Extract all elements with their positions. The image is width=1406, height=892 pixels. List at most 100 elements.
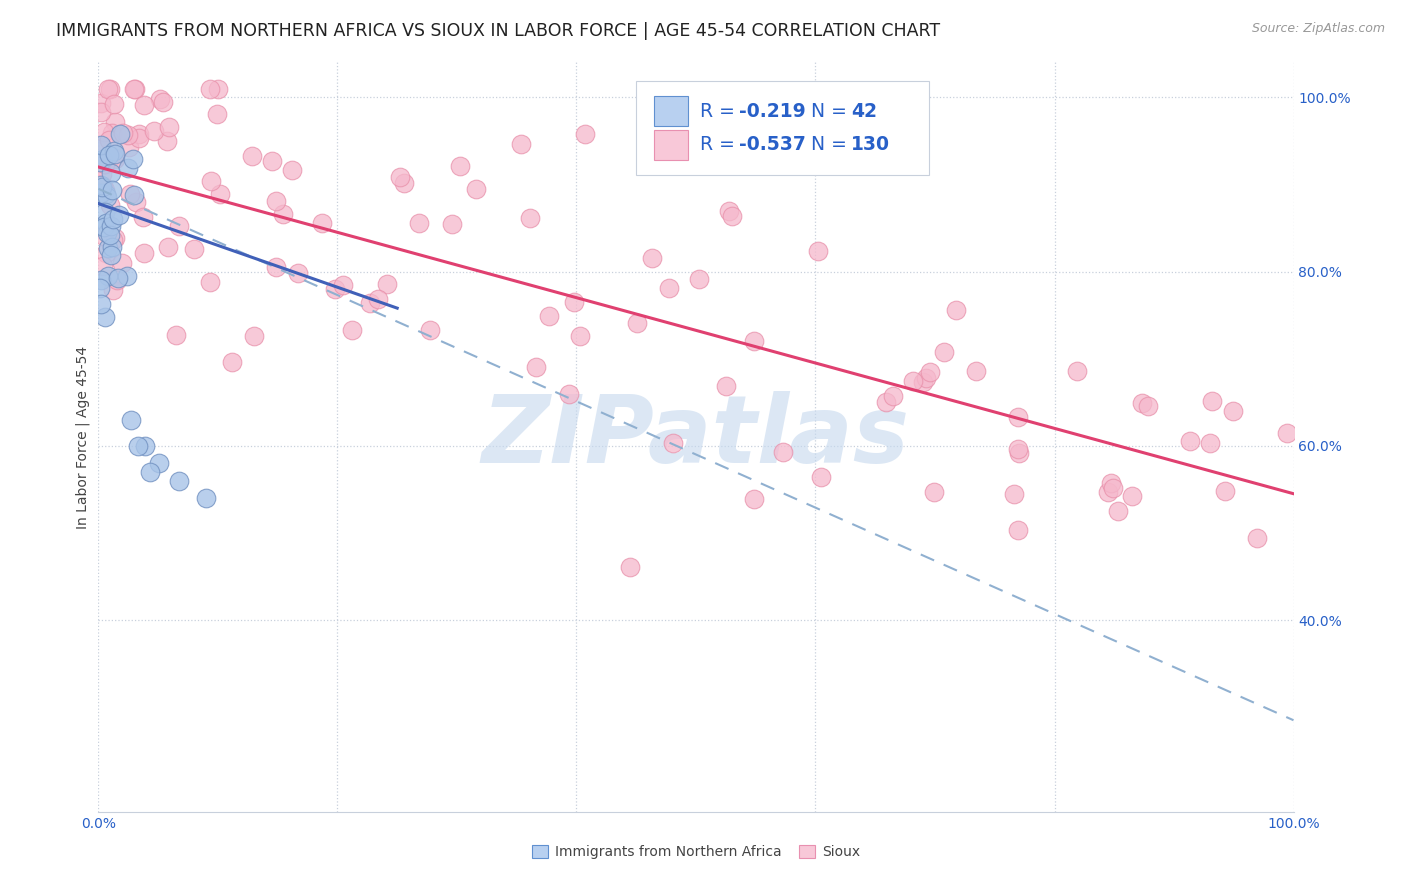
Y-axis label: In Labor Force | Age 45-54: In Labor Force | Age 45-54 xyxy=(76,345,90,529)
Point xyxy=(375,277,398,291)
Point xyxy=(1213,484,1236,499)
Point xyxy=(198,81,221,95)
Point xyxy=(117,140,139,154)
Point xyxy=(93,205,115,219)
Point xyxy=(262,153,284,168)
Point xyxy=(93,220,115,235)
Text: N =: N = xyxy=(811,136,852,154)
Point xyxy=(721,209,744,223)
Point xyxy=(91,167,114,181)
Point xyxy=(101,233,124,247)
Point xyxy=(128,127,150,141)
Point xyxy=(94,216,117,230)
Point xyxy=(1002,487,1025,501)
Point xyxy=(1066,364,1088,378)
Point xyxy=(194,491,217,505)
Point xyxy=(323,282,346,296)
Point xyxy=(408,216,430,230)
FancyBboxPatch shape xyxy=(654,130,688,160)
Point xyxy=(132,211,155,225)
Point xyxy=(100,166,122,180)
Point xyxy=(103,97,125,112)
Point xyxy=(875,395,897,409)
Point xyxy=(810,470,832,484)
Point xyxy=(97,132,120,146)
Point xyxy=(125,194,148,209)
Point xyxy=(128,130,150,145)
Point xyxy=(658,281,681,295)
Point xyxy=(107,208,129,222)
Point xyxy=(167,219,190,233)
Point xyxy=(104,231,127,245)
Point xyxy=(271,207,294,221)
Point xyxy=(221,355,243,369)
Point xyxy=(394,176,416,190)
Point xyxy=(207,81,229,95)
FancyBboxPatch shape xyxy=(637,81,929,175)
Point xyxy=(118,187,141,202)
Point xyxy=(558,387,581,401)
Point xyxy=(98,198,121,212)
Point xyxy=(641,251,664,265)
Point xyxy=(143,124,166,138)
Point xyxy=(149,92,172,106)
Point xyxy=(1121,489,1143,503)
Point xyxy=(90,273,112,287)
Point xyxy=(103,151,125,165)
Point xyxy=(510,137,533,152)
Text: ZIPatlas: ZIPatlas xyxy=(482,391,910,483)
Point xyxy=(562,294,585,309)
Text: N =: N = xyxy=(811,102,852,120)
Point xyxy=(332,278,354,293)
Point xyxy=(89,138,111,153)
Point xyxy=(1275,426,1298,441)
Point xyxy=(101,283,124,297)
Point xyxy=(200,275,222,289)
Point xyxy=(124,81,146,95)
Point xyxy=(281,163,304,178)
Point xyxy=(96,190,118,204)
Point xyxy=(1222,403,1244,417)
Point xyxy=(139,465,162,479)
Point xyxy=(101,212,124,227)
Point xyxy=(89,160,111,174)
Point xyxy=(465,182,488,196)
Text: R =: R = xyxy=(700,102,741,120)
Point xyxy=(93,124,115,138)
Point xyxy=(101,183,124,197)
Point xyxy=(101,240,124,254)
Point xyxy=(619,559,641,574)
Point xyxy=(264,260,287,275)
Point xyxy=(922,485,945,500)
Point xyxy=(742,334,765,348)
Point xyxy=(688,272,710,286)
Point xyxy=(1201,393,1223,408)
Point xyxy=(100,219,122,233)
Point xyxy=(134,439,156,453)
Text: -0.537: -0.537 xyxy=(740,136,806,154)
Point xyxy=(367,292,389,306)
Point xyxy=(538,310,561,324)
Point xyxy=(117,269,139,284)
Point xyxy=(101,147,124,161)
Point xyxy=(90,297,112,311)
Point xyxy=(103,144,125,158)
Point xyxy=(200,174,222,188)
Point xyxy=(120,412,142,426)
Point xyxy=(388,170,411,185)
Point xyxy=(97,268,120,283)
Point xyxy=(94,187,117,202)
Point xyxy=(105,273,128,287)
Point xyxy=(686,156,709,170)
Point xyxy=(359,296,381,310)
Point xyxy=(122,81,145,95)
Point xyxy=(96,246,118,260)
Point xyxy=(98,227,121,242)
Point xyxy=(93,178,115,193)
Point xyxy=(1007,410,1029,425)
Text: 42: 42 xyxy=(852,102,877,120)
Text: -0.219: -0.219 xyxy=(740,102,806,120)
Point xyxy=(1180,434,1202,449)
Point xyxy=(110,128,132,142)
Point xyxy=(157,240,180,254)
